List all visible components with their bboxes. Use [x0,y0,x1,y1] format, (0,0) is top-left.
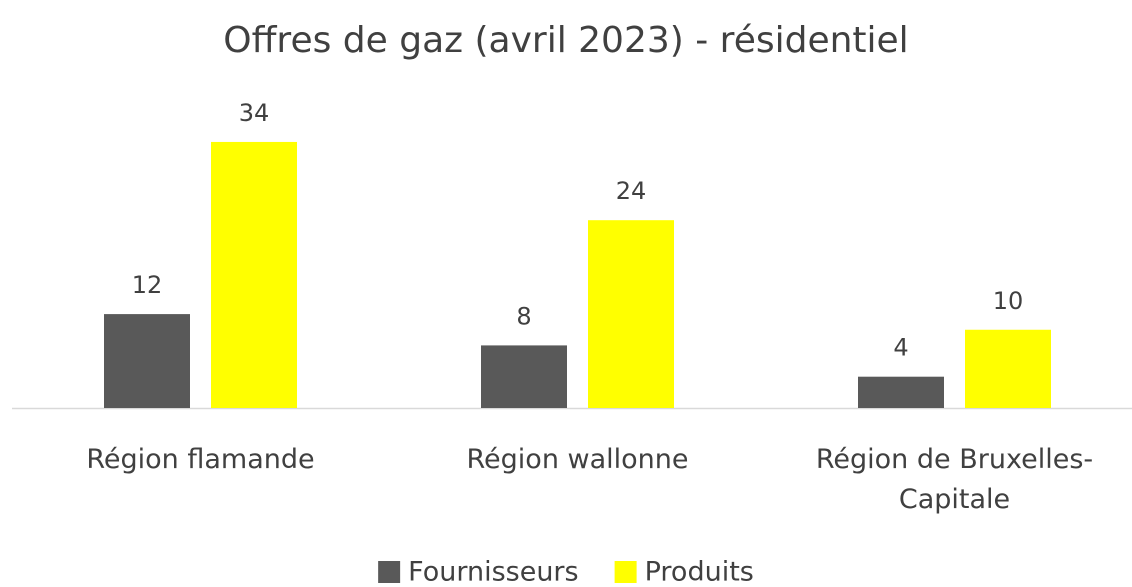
bar [858,376,944,408]
bar [104,314,190,408]
x-tick-label: Région de Bruxelles-Capitale [815,444,1094,515]
legend-swatch [614,561,637,583]
data-label: 24 [616,177,647,205]
x-tick-label: Région wallonne [466,444,689,475]
data-label: 4 [893,334,908,362]
data-label: 12 [132,271,163,299]
bar [965,329,1051,408]
bar [588,220,674,408]
legend-label: Produits [645,557,754,587]
legend-swatch [378,561,401,583]
data-label: 34 [239,99,270,127]
chart-title: Offres de gaz (avril 2023) - résidentiel [223,20,908,61]
bar [211,141,297,408]
legend-label: Fournisseurs [408,557,578,587]
x-tick-label: Région flamande [86,444,315,475]
data-label: 8 [516,302,531,330]
data-label: 10 [993,287,1024,315]
bar [481,345,567,408]
